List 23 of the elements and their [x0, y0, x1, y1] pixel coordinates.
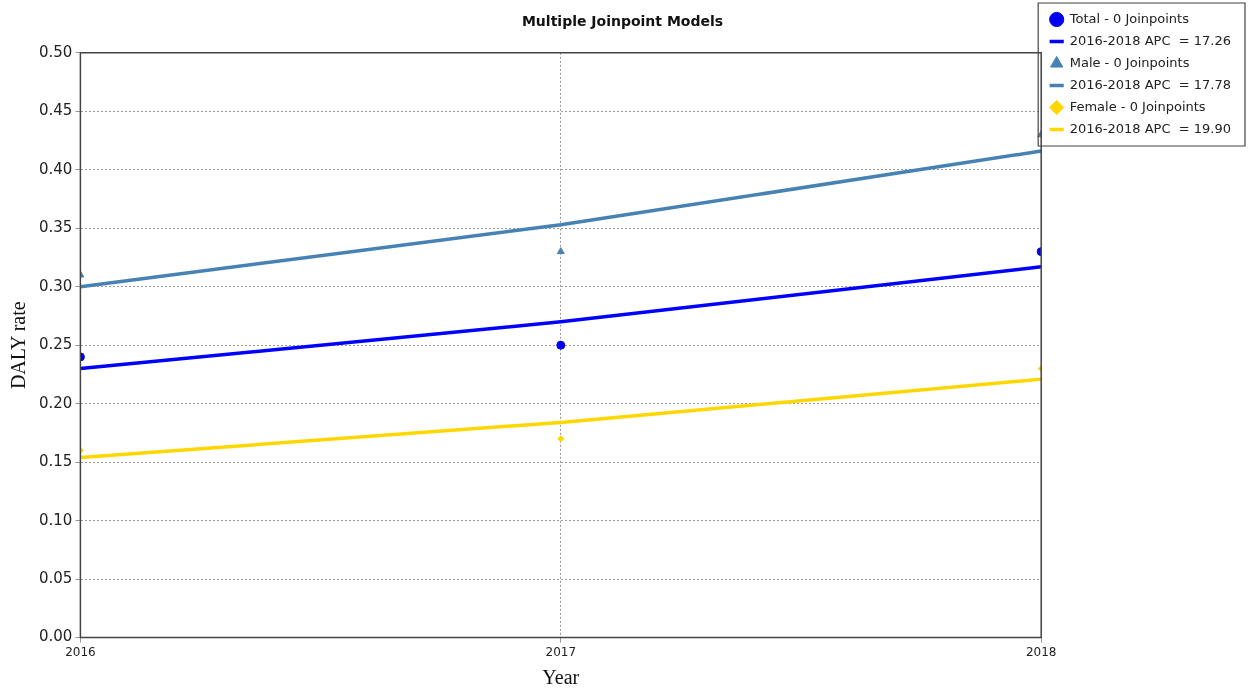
legend-label: Male - 0 Joinpoints	[1069, 54, 1190, 70]
y-tick-label: 0.05	[38, 569, 73, 588]
x-tick-label: 2018	[1025, 644, 1057, 659]
y-tick-label: 0.15	[38, 452, 73, 471]
legend-label: Female - 0 Joinpoints	[1069, 98, 1206, 114]
x-axis-title: Year	[542, 666, 580, 689]
y-tick-label: 0.35	[38, 218, 73, 237]
legend-label: Total - 0 Joinpoints	[1068, 10, 1190, 26]
legend-label: 2016-2018 APC = 17.26	[1069, 32, 1232, 48]
x-tick-label: 2017	[545, 644, 577, 659]
y-tick-label: 0.20	[38, 393, 73, 412]
y-axis-title: DALY rate	[7, 301, 30, 390]
chart-title: Multiple Joinpoint Models	[521, 13, 724, 30]
y-tick-label: 0.00	[38, 627, 73, 646]
y-tick-label: 0.50	[38, 42, 73, 61]
y-tick-label: 0.25	[38, 335, 73, 354]
y-tick-label: 0.30	[38, 276, 73, 295]
y-tick-label: 0.40	[38, 159, 73, 178]
legend-label: 2016-2018 APC = 17.78	[1069, 76, 1232, 92]
legend-label: 2016-2018 APC = 19.90	[1069, 120, 1232, 136]
y-tick-label: 0.45	[38, 101, 73, 120]
x-tick-label: 2016	[65, 644, 96, 659]
y-tick-label: 0.10	[38, 510, 73, 529]
